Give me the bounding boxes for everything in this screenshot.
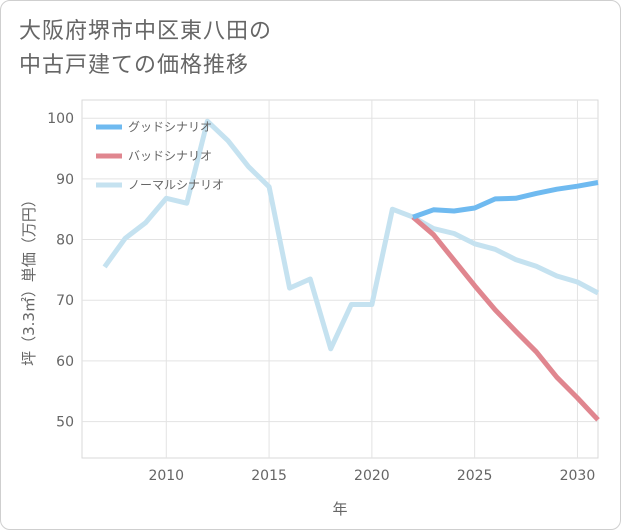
x-tick-label: 2025	[457, 468, 493, 484]
x-axis-title: 年	[332, 500, 347, 518]
y-axis-title: 坪（3.3㎡）単価（万円）	[20, 192, 38, 366]
y-tick-label: 50	[56, 415, 74, 431]
series-line-bad	[411, 215, 600, 422]
chart-title-line-2: 中古戸建ての価格推移	[19, 53, 250, 78]
x-tick-label: 2030	[560, 468, 596, 484]
legend-label-bad: バッドシナリオ	[128, 149, 212, 163]
y-tick-label: 90	[56, 172, 74, 188]
y-tick-label: 70	[56, 293, 74, 309]
x-tick-label: 2010	[148, 468, 184, 484]
chart-title: 大阪府堺市中区東八田の 中古戸建ての価格推移	[19, 15, 272, 83]
y-tick-label: 100	[47, 111, 74, 127]
legend-label-normal: ノーマルシナリオ	[128, 178, 224, 192]
series-line-normal	[102, 118, 600, 352]
x-tick-label: 2015	[251, 468, 287, 484]
x-tick-label: 2020	[354, 468, 390, 484]
chart-title-line-1: 大阪府堺市中区東八田の	[19, 19, 273, 44]
grid-lines	[82, 100, 598, 458]
series-line-good	[412, 180, 599, 220]
y-tick-label: 80	[56, 233, 74, 249]
series-lines	[102, 118, 600, 422]
y-tick-label: 60	[56, 354, 74, 370]
axis-ticks: 50 60 70 80 90 100 2010 2015 2020 2025 2030	[47, 111, 595, 484]
legend-label-good: グッドシナリオ	[128, 120, 212, 134]
plot-area	[81, 99, 599, 459]
